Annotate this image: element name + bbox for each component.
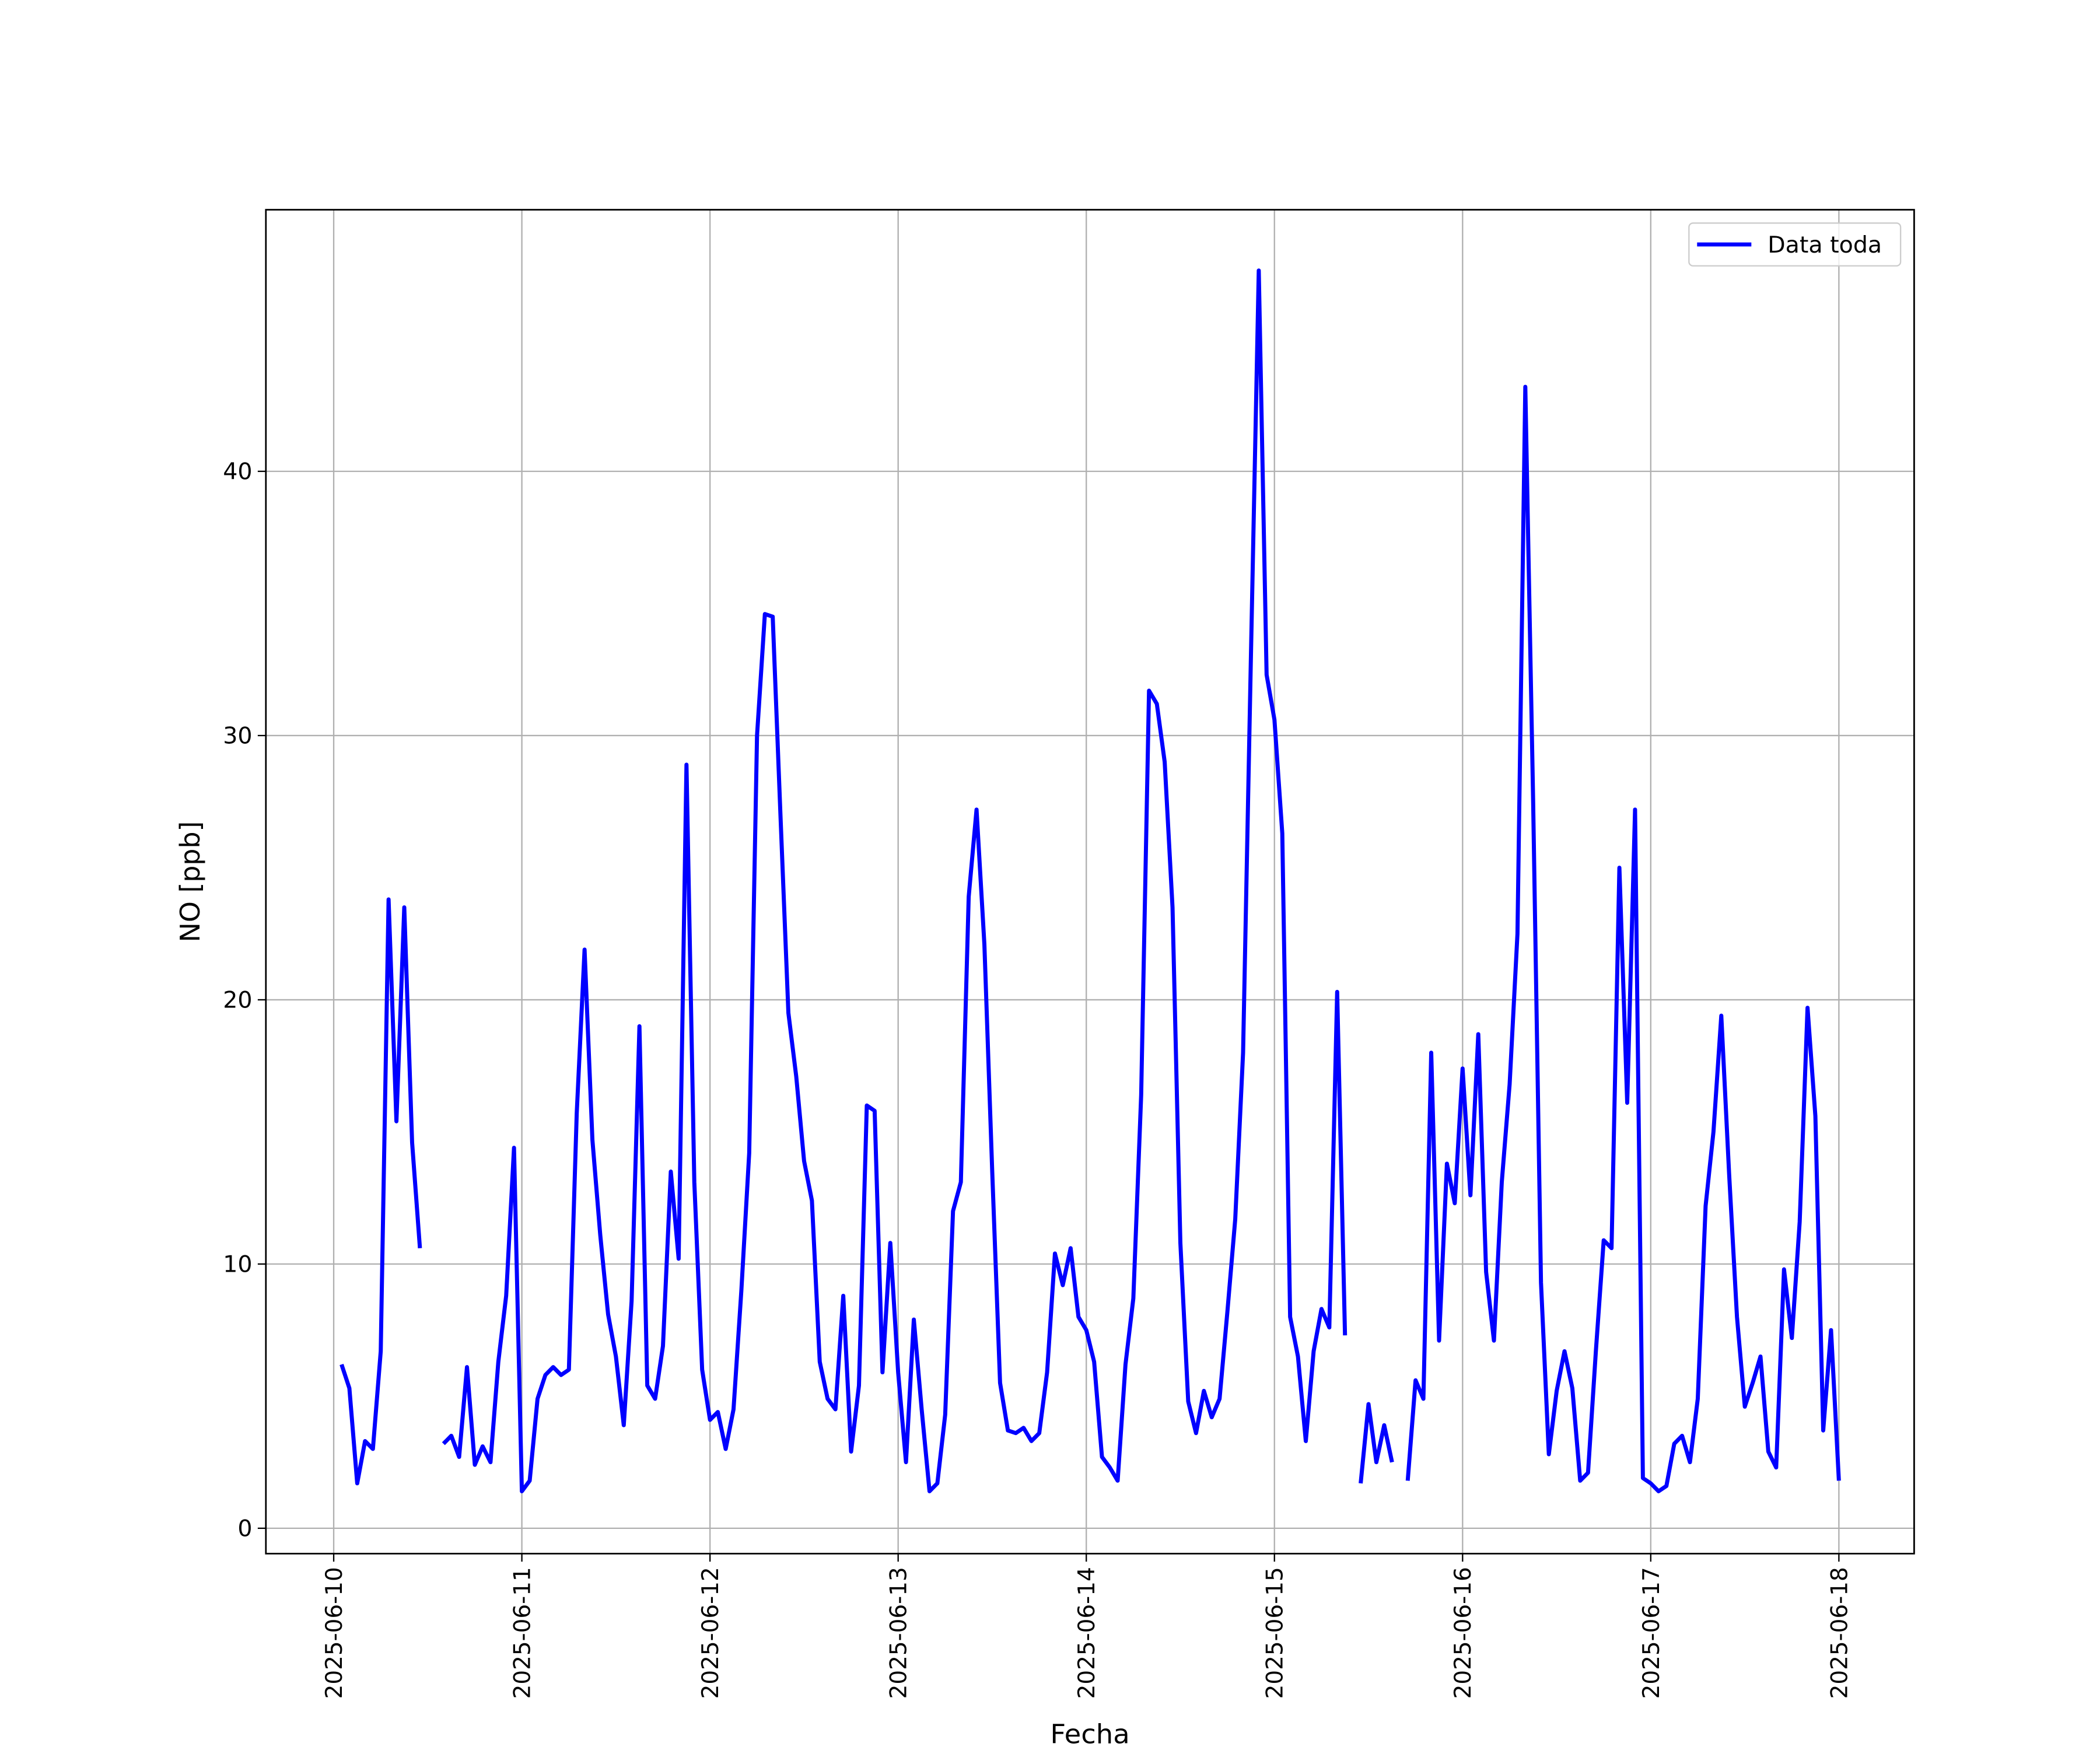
y-axis-label: NO [ppb] (174, 821, 206, 943)
x-tick-label: 2025-06-14 (1074, 1567, 1100, 1699)
legend-label: Data toda (1768, 232, 1882, 258)
data-line (340, 268, 1841, 1493)
x-tick-label: 2025-06-16 (1450, 1567, 1476, 1699)
x-axis-label: Fecha (1050, 1718, 1129, 1750)
legend: Data toda (1688, 222, 1902, 267)
x-tick-label: 2025-06-13 (886, 1567, 912, 1699)
x-tick-label: 2025-06-17 (1639, 1567, 1665, 1699)
y-tick-label: 10 (223, 1252, 252, 1278)
y-tick-label: 30 (223, 723, 252, 750)
x-tick-label: 2025-06-15 (1262, 1567, 1288, 1699)
x-tick-label: 2025-06-12 (698, 1567, 724, 1699)
legend-box (1688, 222, 1902, 267)
x-tick-label: 2025-06-11 (509, 1567, 536, 1699)
x-tick-label: 2025-06-10 (321, 1567, 348, 1699)
x-tick-label: 2025-06-18 (1826, 1567, 1853, 1699)
y-tick-label: 0 (237, 1516, 252, 1542)
ticks: 0 10 20 30 40 2025-06-10 2025-06-11 2025-06-12 2… (223, 459, 1853, 1699)
plot-area (340, 268, 1841, 1493)
y-tick-label: 40 (223, 459, 252, 485)
axes-frame (265, 209, 1915, 1555)
y-tick-label: 20 (223, 988, 252, 1014)
